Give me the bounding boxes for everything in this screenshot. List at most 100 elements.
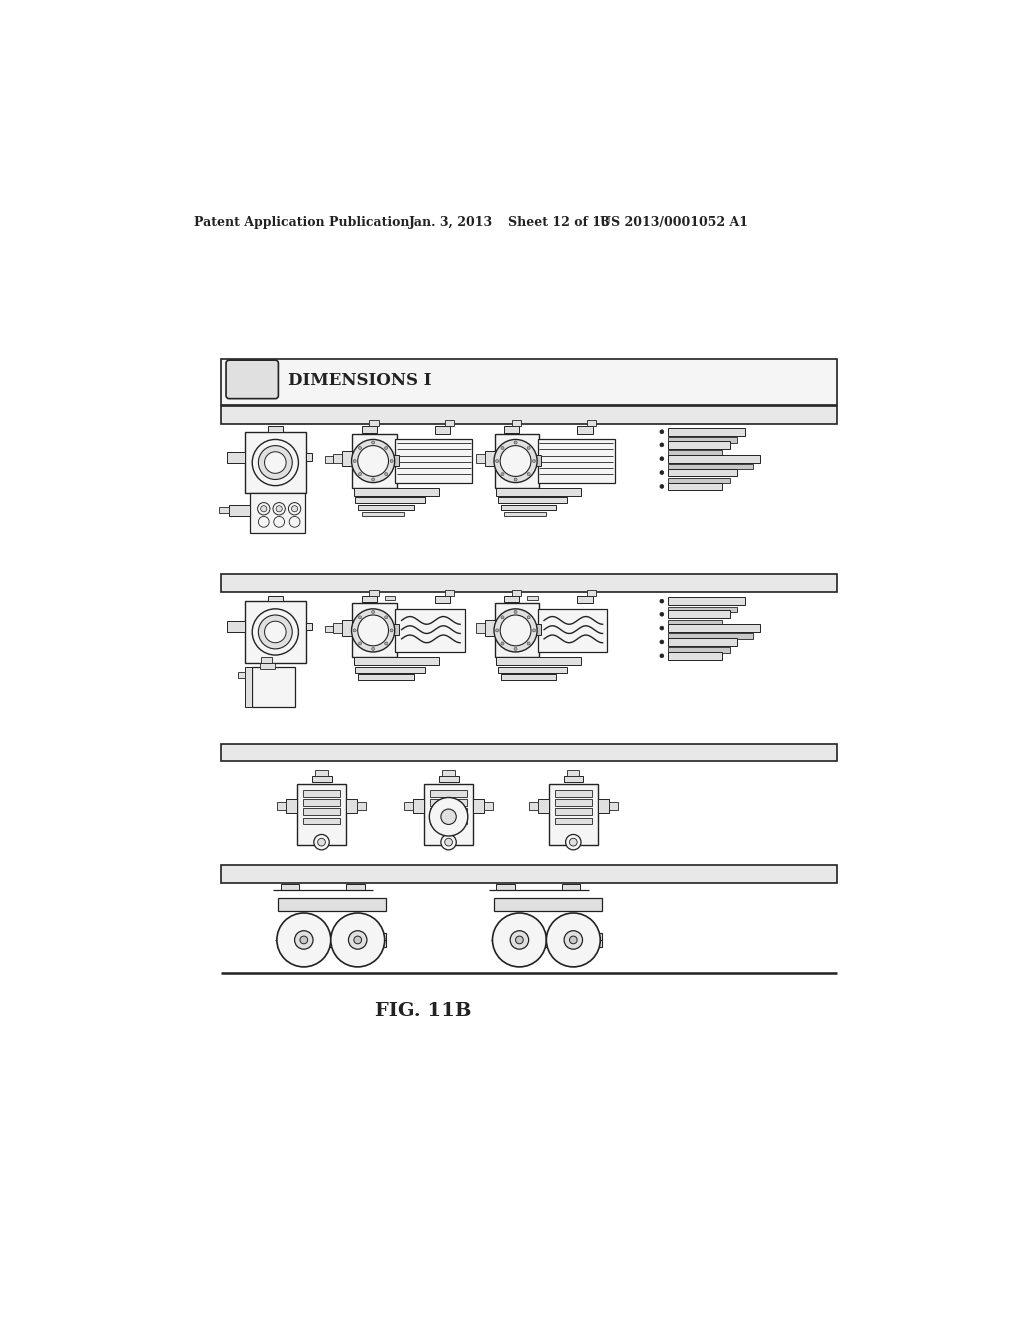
Bar bbox=[430, 799, 467, 807]
Bar bbox=[385, 595, 395, 601]
Circle shape bbox=[300, 936, 307, 944]
Bar bbox=[403, 803, 413, 810]
Circle shape bbox=[276, 913, 331, 966]
Circle shape bbox=[353, 628, 356, 632]
Circle shape bbox=[258, 503, 270, 515]
Bar bbox=[668, 437, 737, 442]
Bar bbox=[354, 657, 438, 665]
Bar bbox=[495, 434, 540, 488]
Bar bbox=[504, 426, 519, 433]
Circle shape bbox=[372, 478, 375, 480]
Bar bbox=[395, 609, 465, 652]
Circle shape bbox=[261, 506, 267, 512]
Circle shape bbox=[351, 440, 394, 483]
Circle shape bbox=[501, 473, 504, 475]
Bar bbox=[668, 455, 761, 462]
Bar bbox=[494, 933, 602, 946]
Bar bbox=[303, 799, 340, 807]
Circle shape bbox=[357, 446, 388, 477]
FancyBboxPatch shape bbox=[226, 360, 279, 399]
Bar bbox=[562, 884, 581, 890]
Bar bbox=[564, 776, 584, 781]
Text: DIMENSIONS I: DIMENSIONS I bbox=[289, 372, 432, 389]
Circle shape bbox=[659, 653, 664, 657]
Circle shape bbox=[385, 642, 388, 645]
Circle shape bbox=[390, 628, 393, 632]
Bar bbox=[226, 622, 245, 632]
Circle shape bbox=[547, 913, 600, 966]
Bar bbox=[498, 498, 567, 503]
Bar bbox=[361, 426, 377, 433]
Bar bbox=[538, 609, 607, 652]
Circle shape bbox=[527, 616, 530, 619]
Bar bbox=[358, 675, 414, 680]
Circle shape bbox=[659, 430, 664, 434]
Circle shape bbox=[354, 936, 361, 944]
Bar bbox=[221, 574, 838, 591]
Bar bbox=[370, 420, 379, 426]
Bar bbox=[325, 626, 333, 632]
Bar bbox=[245, 601, 306, 663]
Circle shape bbox=[351, 609, 394, 652]
Bar bbox=[527, 595, 538, 601]
Bar bbox=[303, 808, 340, 816]
Bar bbox=[413, 799, 424, 813]
Bar bbox=[668, 652, 722, 660]
Circle shape bbox=[289, 516, 300, 527]
Bar bbox=[221, 743, 838, 762]
Circle shape bbox=[659, 626, 664, 630]
Circle shape bbox=[527, 473, 530, 475]
Circle shape bbox=[258, 516, 269, 527]
Bar bbox=[312, 776, 332, 781]
Bar bbox=[484, 803, 494, 810]
Bar bbox=[306, 623, 312, 631]
Circle shape bbox=[441, 834, 457, 850]
Bar bbox=[444, 590, 454, 595]
Bar bbox=[226, 451, 245, 462]
Bar bbox=[229, 506, 250, 516]
Circle shape bbox=[258, 446, 292, 479]
Bar bbox=[424, 784, 473, 845]
Bar bbox=[484, 451, 495, 466]
Circle shape bbox=[258, 615, 292, 649]
Bar bbox=[497, 884, 515, 890]
Bar bbox=[504, 595, 519, 602]
Bar bbox=[668, 647, 730, 653]
Circle shape bbox=[276, 506, 283, 512]
Circle shape bbox=[659, 612, 664, 616]
Bar bbox=[668, 607, 737, 612]
Bar bbox=[668, 624, 761, 632]
Bar bbox=[668, 428, 745, 436]
Bar bbox=[221, 866, 838, 883]
Text: Patent Application Publication: Patent Application Publication bbox=[194, 216, 410, 230]
Bar bbox=[315, 770, 328, 776]
Circle shape bbox=[501, 446, 504, 450]
Circle shape bbox=[353, 459, 356, 462]
Circle shape bbox=[496, 628, 499, 632]
Circle shape bbox=[385, 473, 388, 475]
Bar bbox=[668, 610, 730, 618]
Bar bbox=[668, 441, 730, 449]
Bar bbox=[512, 420, 521, 426]
Bar bbox=[355, 667, 425, 673]
Bar bbox=[535, 455, 541, 466]
Bar bbox=[504, 512, 547, 516]
Bar bbox=[555, 808, 592, 816]
Circle shape bbox=[532, 628, 536, 632]
Bar bbox=[538, 799, 549, 813]
Bar bbox=[475, 454, 484, 463]
Bar bbox=[370, 590, 379, 595]
Bar bbox=[430, 808, 467, 816]
Circle shape bbox=[358, 616, 361, 619]
Circle shape bbox=[358, 446, 361, 450]
Circle shape bbox=[372, 647, 375, 651]
Circle shape bbox=[500, 615, 531, 645]
Bar bbox=[497, 488, 581, 496]
Bar bbox=[512, 590, 521, 595]
Circle shape bbox=[494, 440, 538, 483]
Bar bbox=[281, 884, 299, 890]
Circle shape bbox=[501, 642, 504, 645]
Circle shape bbox=[659, 599, 664, 603]
Bar bbox=[357, 803, 367, 810]
Bar bbox=[668, 597, 745, 605]
